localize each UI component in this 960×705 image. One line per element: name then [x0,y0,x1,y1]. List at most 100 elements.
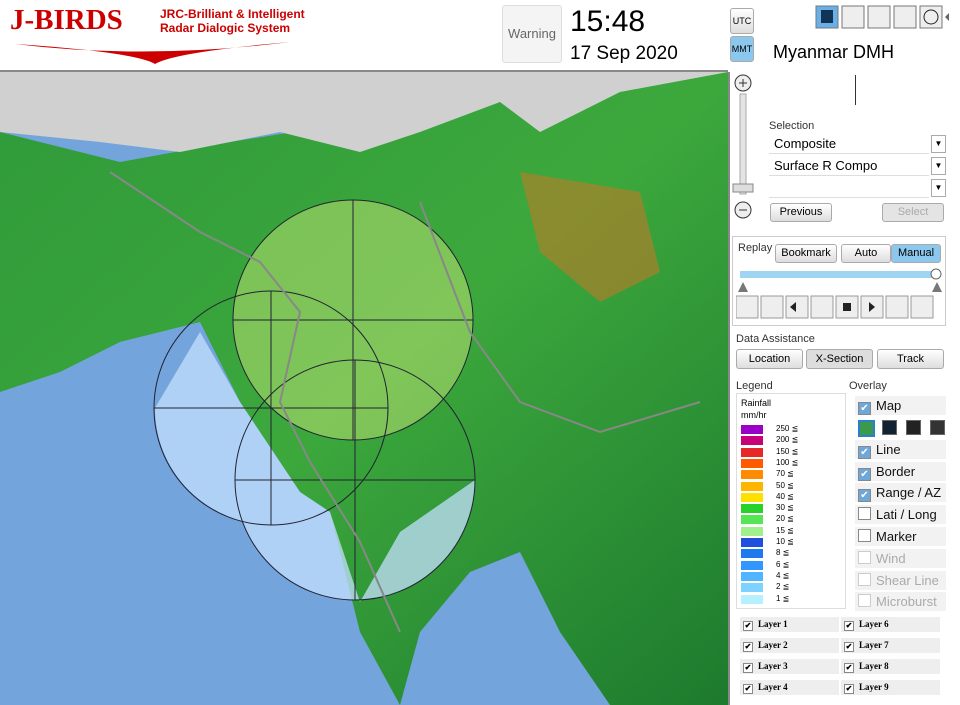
overlay-item[interactable]: ✔ Border [855,461,946,481]
legend-swatch [741,436,763,446]
legend-label: 70 ≦ [776,469,794,479]
legend-swatch [741,481,763,491]
section-label: Overlay [849,380,887,392]
legend-swatch [741,594,763,604]
logo: J-BIRDS [10,4,123,36]
layer-item[interactable]: ✔ Layer 7 [841,638,940,653]
warning-button[interactable]: Warning [502,5,562,63]
x-section-button[interactable]: X-Section [806,349,873,369]
overlay-label: Range / AZ [876,485,942,501]
legend-swatch [741,515,763,525]
overlay-item[interactable]: ✔ Line [855,439,946,459]
select-button[interactable]: Select [882,203,944,222]
layer-item[interactable]: ✔ Layer 3 [740,659,839,674]
checkbox[interactable]: ✔ [858,445,871,459]
map-style[interactable] [906,420,921,435]
legend-label: 50 ≦ [776,480,794,490]
legend-swatch [741,526,763,536]
layer-label: Layer 3 [758,661,788,671]
legend-swatch [741,571,763,581]
map-style-options[interactable] [855,418,945,437]
layer-label: Layer 2 [758,640,788,650]
layer-item[interactable]: ✔ Layer 6 [841,617,940,632]
checkbox[interactable]: ✔ [743,621,753,631]
overlay-item[interactable]: Microburst [855,592,946,612]
overlay-item[interactable]: Marker [855,527,946,546]
site-name: Myanmar DMH [773,42,895,62]
radar-map [0,72,728,705]
legend-label: 6 ≦ [776,559,790,569]
selection-dropdown[interactable]: Composite [769,134,929,154]
legend-swatch [741,425,763,434]
layer-label: Layer 9 [859,682,889,692]
clock-time: 15:48 [570,5,646,38]
layer-label: Layer 8 [859,661,889,671]
legend-swatch [741,470,763,480]
zoom-control[interactable] [731,72,757,222]
legend-label: 150 ≦ [776,446,799,456]
checkbox[interactable]: ✔ [743,684,753,694]
legend-label: 8 ≦ [776,548,790,558]
legend-swatch [741,504,763,514]
legend-swatch [741,492,763,502]
checkbox[interactable]: ✔ [844,642,854,652]
location-button[interactable]: Location [736,349,803,369]
layer-item[interactable]: ✔ Layer 9 [841,680,940,695]
layer-item[interactable]: ✔ Layer 1 [740,617,839,632]
checkbox[interactable] [858,529,871,542]
overlay-item[interactable]: ✔ Map [855,396,946,415]
overlay-item[interactable]: Shear Line [855,570,946,590]
layer-label: Layer 4 [758,682,788,692]
layer-label: Layer 7 [859,640,889,650]
auto-button[interactable]: Auto [841,244,891,263]
checkbox[interactable]: ✔ [858,467,871,481]
layer-item[interactable]: ✔ Layer 4 [740,680,839,695]
layer-item[interactable]: ✔ Layer 2 [740,638,839,653]
legend-swatch [741,538,763,547]
checkbox[interactable] [858,507,871,521]
checkbox[interactable]: ✔ [844,663,854,673]
toolbar [815,5,949,29]
legend-label: 200 ≦ [776,435,799,445]
checkbox[interactable]: ✔ [743,642,753,652]
layer-item[interactable]: ✔ Layer 8 [841,659,940,674]
checkbox[interactable]: ✔ [844,621,854,631]
selection-dropdown[interactable]: Surface R Compo [769,156,929,176]
tagline: JRC-Brilliant & Intelligent [160,7,305,21]
checkbox[interactable]: ✔ [858,402,871,415]
replay-controls[interactable] [736,266,944,320]
legend-label: 10 ≦ [776,537,794,546]
manual-button[interactable]: Manual [891,244,941,263]
checkbox[interactable]: ✔ [844,684,854,694]
layer-label: Layer 6 [859,619,889,629]
checkbox[interactable] [858,550,871,564]
overlay-item[interactable]: Wind [855,548,946,568]
selection-dropdown[interactable] [769,178,929,198]
legend-label: 1 ≦ [776,593,790,603]
bookmark-button[interactable]: Bookmark [775,244,837,263]
legend-swatch [741,583,763,593]
track-button[interactable]: Track [877,349,944,369]
checkbox[interactable]: ✔ [858,489,871,503]
legend-swatch [741,560,763,570]
map-style[interactable] [882,420,897,435]
map-style[interactable] [930,420,945,435]
clock-date: 17 Sep 2020 [570,43,678,64]
previous-button[interactable]: Previous [770,203,832,222]
map-style[interactable] [858,420,875,437]
checkbox[interactable]: ✔ [743,663,753,673]
overlay-label: Border [876,463,916,479]
logo-wing [15,42,290,64]
overlay-item[interactable]: ✔ Range / AZ [855,483,946,503]
layer-label: Layer 1 [758,619,788,629]
section-label: Legend [736,380,773,392]
mmt-button[interactable]: MMT [730,36,754,62]
utc-button[interactable]: UTC [730,8,754,34]
overlay-item[interactable]: Lati / Long [855,505,946,525]
legend-label: 100 ≦ [776,457,799,467]
tagline: Radar Dialogic System [160,21,291,35]
checkbox[interactable] [858,594,871,608]
section-label: Selection [769,120,815,132]
overlay-label: Map [876,398,902,413]
checkbox[interactable] [858,572,871,586]
